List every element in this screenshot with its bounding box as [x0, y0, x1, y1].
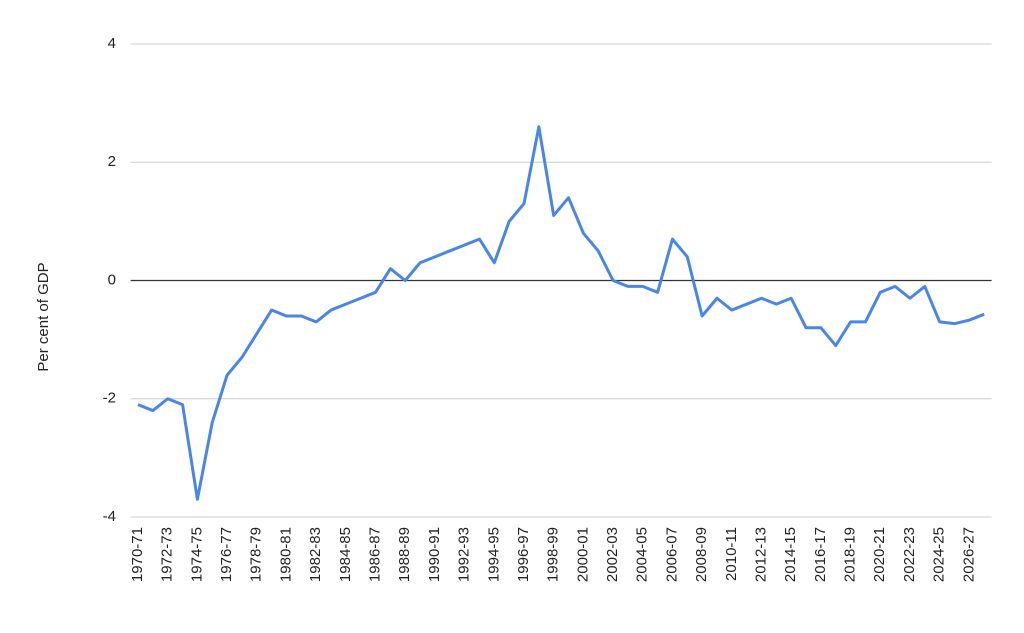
x-tick-label: 2012-13 [752, 527, 769, 582]
y-tick-label: 0 [108, 271, 116, 288]
x-tick-label: 1984-85 [337, 527, 354, 582]
x-tick-label: 2016-17 [812, 527, 829, 582]
x-tick-label: 1976-77 [218, 527, 235, 582]
x-tick-label: 2022-23 [901, 527, 918, 582]
x-tick-label: 1990-91 [426, 527, 443, 582]
x-tick-label: 1986-87 [367, 527, 384, 582]
x-tick-label: 2026-27 [960, 527, 977, 582]
x-tick-label: 2018-19 [842, 527, 859, 582]
y-tick-label: -4 [103, 508, 116, 525]
x-tick-label: 2006-07 [663, 527, 680, 582]
x-tick-label: 1972-73 [159, 527, 176, 582]
x-tick-label: 1978-79 [248, 527, 265, 582]
x-tick-label: 1994-95 [485, 527, 502, 582]
x-tick-label: 1998-99 [545, 527, 562, 582]
x-tick-label: 2002-03 [604, 527, 621, 582]
y-axis-label: Per cent of GDP [35, 262, 52, 371]
x-tick-label: 2000-01 [574, 527, 591, 582]
x-tick-label: 1992-93 [456, 527, 473, 582]
x-tick-label: 2010-11 [723, 527, 740, 581]
x-tick-label: 1980-81 [277, 527, 294, 582]
x-tick-label: 2024-25 [931, 527, 948, 582]
x-tick-label: 2004-05 [634, 527, 651, 582]
x-tick-label: 2014-15 [782, 527, 799, 582]
x-tick-label: 1982-83 [307, 527, 324, 582]
x-tick-label: 2008-09 [693, 527, 710, 582]
x-tick-label: 1996-97 [515, 527, 532, 582]
y-tick-label: 4 [108, 35, 116, 52]
data-line [137, 125, 985, 501]
x-tick-label: 2020-21 [871, 527, 888, 582]
x-tick-label: 1970-71 [129, 527, 146, 582]
y-tick-label: 2 [108, 153, 116, 170]
x-tick-label: 1974-75 [188, 527, 205, 582]
y-tick-label: -2 [103, 390, 116, 407]
x-tick-label: 1988-89 [396, 527, 413, 582]
